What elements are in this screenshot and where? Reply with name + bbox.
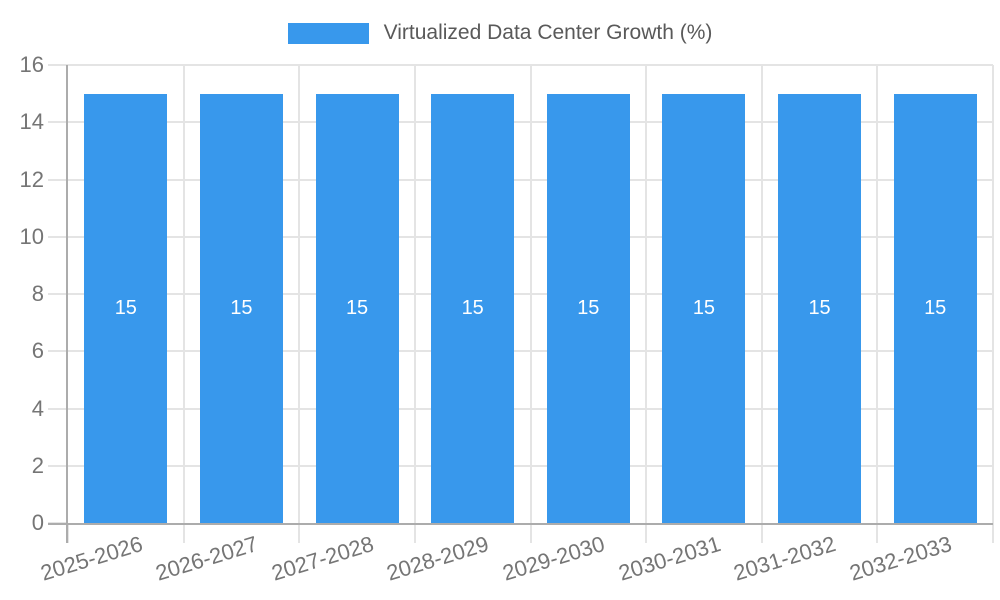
y-axis-tick-label: 0 (31, 510, 44, 535)
y-axis-tick-label: 6 (31, 338, 44, 364)
bar-value-label: 15 (230, 297, 253, 320)
gridline-vertical (645, 65, 648, 523)
bar[interactable] (315, 93, 399, 523)
y-axis-tick-label: 2 (31, 452, 44, 478)
x-axis-tick-label: 2025-2026 (37, 531, 146, 586)
x-axis-tick (876, 523, 879, 543)
y-axis-tick (48, 64, 68, 66)
bar[interactable] (199, 93, 283, 523)
x-axis-tick-label: 2027-2028 (268, 531, 377, 586)
bar-value-label: 15 (461, 297, 484, 320)
gridline-vertical (876, 65, 879, 523)
y-axis-tick-label: 8 (31, 281, 44, 306)
gridline-vertical (529, 65, 532, 523)
gridline-vertical (760, 65, 763, 523)
x-axis-tick-label: 2026-2027 (152, 531, 261, 586)
x-axis-tick-label: 2030-2031 (615, 531, 724, 586)
bar[interactable] (431, 93, 515, 523)
y-axis-tick (48, 121, 68, 124)
y-axis-tick-label: 10 (19, 223, 44, 249)
x-axis-tick (413, 523, 416, 543)
legend-swatch (287, 22, 369, 44)
bar-value-label: 15 (345, 297, 369, 320)
bar[interactable] (778, 93, 862, 523)
y-axis-tick (48, 407, 68, 410)
y-axis-tick-label: 12 (19, 166, 44, 192)
y-axis-tick (48, 178, 68, 181)
x-axis-tick (298, 523, 301, 543)
x-axis-tick (992, 523, 994, 543)
x-axis-tick (529, 523, 532, 543)
y-axis-tick (48, 350, 68, 353)
y-axis-tick (48, 235, 68, 238)
bar-value-label: 15 (114, 297, 137, 320)
x-axis-tick-label: 2031-2032 (730, 531, 839, 586)
bar-value-label: 15 (577, 297, 600, 320)
chart-legend[interactable]: Virtualized Data Center Growth (%) (0, 20, 1000, 46)
y-axis-tick (48, 293, 68, 295)
bar[interactable] (84, 93, 168, 523)
gridline-vertical (298, 65, 301, 523)
x-axis-tick (645, 523, 648, 543)
bar-value-label: 15 (924, 297, 947, 320)
x-axis-tick (760, 523, 763, 543)
gridline-vertical (182, 65, 185, 523)
bar-value-label: 15 (808, 297, 831, 320)
x-axis-line (48, 523, 993, 525)
legend-label: Virtualized Data Center Growth (%) (383, 21, 713, 44)
bar[interactable] (546, 93, 630, 523)
bar[interactable] (662, 93, 746, 523)
x-axis-tick (182, 523, 185, 543)
y-axis-tick-label: 14 (19, 109, 44, 135)
y-axis-tick-label: 16 (19, 52, 44, 77)
x-axis-tick (67, 523, 69, 543)
x-axis-tick-label: 2029-2030 (499, 531, 608, 586)
y-axis-tick-label: 4 (31, 395, 44, 421)
y-axis-line (66, 65, 68, 543)
gridline-vertical (992, 65, 994, 523)
bar-value-label: 15 (692, 297, 716, 320)
gridline-vertical (413, 65, 416, 523)
y-axis-tick (48, 464, 68, 467)
x-axis-tick-label: 2032-2033 (846, 531, 955, 586)
x-axis-tick-label: 2028-2029 (384, 531, 492, 586)
bar[interactable] (893, 93, 977, 523)
